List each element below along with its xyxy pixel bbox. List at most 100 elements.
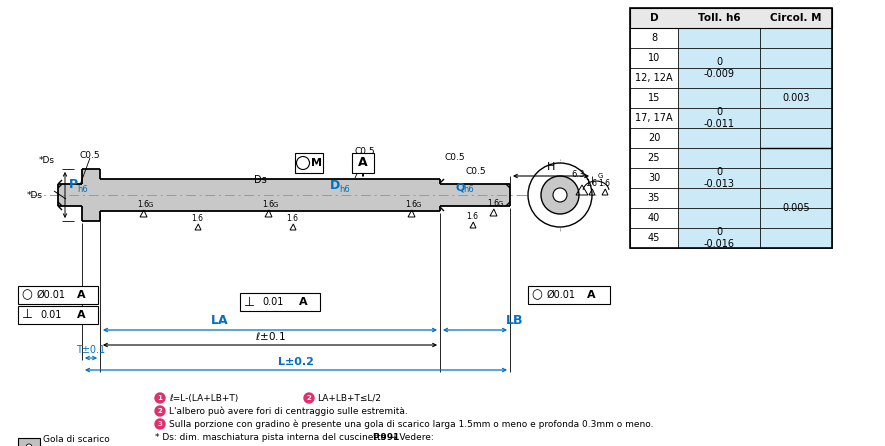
Bar xyxy=(760,168,832,188)
Text: L'albero può avere fori di centraggio sulle estremità.: L'albero può avere fori di centraggio su… xyxy=(169,406,408,416)
Bar xyxy=(630,28,678,48)
Bar xyxy=(295,153,323,173)
Bar xyxy=(630,8,832,28)
Bar xyxy=(58,184,82,206)
Text: ⊥: ⊥ xyxy=(243,296,255,309)
Text: 8: 8 xyxy=(651,33,657,43)
Text: ⊥: ⊥ xyxy=(21,309,33,322)
Bar xyxy=(678,228,760,248)
Text: 30: 30 xyxy=(648,173,660,183)
Bar xyxy=(678,208,760,228)
Bar xyxy=(82,169,100,221)
Text: 1.6: 1.6 xyxy=(262,200,273,209)
Text: LA: LA xyxy=(212,314,229,327)
Text: G: G xyxy=(148,202,153,208)
Text: *Ds: *Ds xyxy=(27,190,43,199)
Text: G: G xyxy=(498,201,504,207)
Bar xyxy=(352,153,374,173)
Bar xyxy=(678,28,760,48)
Bar xyxy=(760,228,832,248)
Text: C0.5: C0.5 xyxy=(80,150,100,160)
Text: * Ds: dim. maschiatura pista interna del cuscinetto → Vedere:: * Ds: dim. maschiatura pista interna del… xyxy=(155,433,436,442)
Bar xyxy=(630,148,678,168)
Bar xyxy=(678,148,760,168)
Bar xyxy=(760,108,832,128)
Circle shape xyxy=(155,406,165,416)
Text: D: D xyxy=(650,13,658,23)
Text: 17, 17A: 17, 17A xyxy=(635,113,673,123)
Bar xyxy=(760,88,832,108)
Text: H: H xyxy=(547,162,555,172)
Text: A: A xyxy=(587,290,596,300)
Text: C0.5: C0.5 xyxy=(465,168,486,177)
Bar xyxy=(630,88,678,108)
Text: LB: LB xyxy=(506,314,524,327)
Text: G: G xyxy=(273,202,279,208)
Text: 20: 20 xyxy=(648,133,660,143)
Bar xyxy=(678,168,760,188)
Text: 1.6: 1.6 xyxy=(598,179,611,188)
Bar xyxy=(630,208,678,228)
Text: G: G xyxy=(597,173,603,179)
Text: 15: 15 xyxy=(648,93,660,103)
Text: 0
-0.013: 0 -0.013 xyxy=(704,167,735,189)
Text: 1.6: 1.6 xyxy=(404,200,417,209)
Bar xyxy=(760,28,832,48)
Text: 45: 45 xyxy=(648,233,660,243)
Text: P: P xyxy=(69,178,78,191)
Text: Sulla porzione con gradino è presente una gola di scarico larga 1.5mm o meno e p: Sulla porzione con gradino è presente un… xyxy=(169,419,653,429)
Text: D: D xyxy=(330,179,340,192)
Text: 0
-0.011: 0 -0.011 xyxy=(704,107,735,129)
Text: 2: 2 xyxy=(158,408,162,414)
Bar xyxy=(630,108,678,128)
Bar xyxy=(18,306,98,324)
Text: T±0.1: T±0.1 xyxy=(76,345,105,355)
Bar xyxy=(760,188,832,208)
Bar xyxy=(630,128,678,148)
Circle shape xyxy=(541,176,579,214)
Text: 2: 2 xyxy=(306,395,312,401)
Bar xyxy=(630,188,678,208)
Text: LA+LB+T≤L/2: LA+LB+T≤L/2 xyxy=(317,393,381,402)
Text: 0.005: 0.005 xyxy=(782,203,810,213)
Text: 0.003: 0.003 xyxy=(782,93,810,103)
Bar xyxy=(240,293,320,311)
Bar xyxy=(100,179,440,211)
Text: $\ell$±0.1: $\ell$±0.1 xyxy=(255,330,285,342)
Bar xyxy=(678,88,760,108)
Text: 1.6: 1.6 xyxy=(466,212,479,221)
Bar xyxy=(528,286,610,304)
Bar xyxy=(760,48,832,68)
Text: h6: h6 xyxy=(77,185,88,194)
Text: 1.6: 1.6 xyxy=(137,200,149,209)
Bar xyxy=(630,168,678,188)
Bar xyxy=(630,48,678,68)
Text: 10: 10 xyxy=(648,53,660,63)
Text: 6.3: 6.3 xyxy=(572,170,585,179)
Text: 25: 25 xyxy=(648,153,660,163)
Bar xyxy=(760,128,832,148)
Text: 1.6: 1.6 xyxy=(487,199,499,208)
Text: *Ds: *Ds xyxy=(39,156,55,165)
Text: 0
-0.009: 0 -0.009 xyxy=(704,57,735,79)
Bar xyxy=(678,108,760,128)
Circle shape xyxy=(304,393,314,403)
Bar xyxy=(630,228,678,248)
Text: Circol. M: Circol. M xyxy=(770,13,822,23)
Circle shape xyxy=(528,163,592,227)
Text: Gola di scarico: Gola di scarico xyxy=(43,435,110,445)
Text: 40: 40 xyxy=(648,213,660,223)
Text: C0.5: C0.5 xyxy=(355,148,375,157)
Circle shape xyxy=(155,393,165,403)
Circle shape xyxy=(155,419,165,429)
Text: A: A xyxy=(299,297,307,307)
Circle shape xyxy=(553,188,567,202)
Bar xyxy=(630,8,832,248)
Bar xyxy=(678,48,760,68)
Text: A: A xyxy=(358,157,368,169)
Text: 12, 12A: 12, 12A xyxy=(635,73,673,83)
Text: A: A xyxy=(77,290,85,300)
Bar xyxy=(18,438,40,446)
Text: 1.6: 1.6 xyxy=(585,179,597,188)
Bar xyxy=(18,286,98,304)
